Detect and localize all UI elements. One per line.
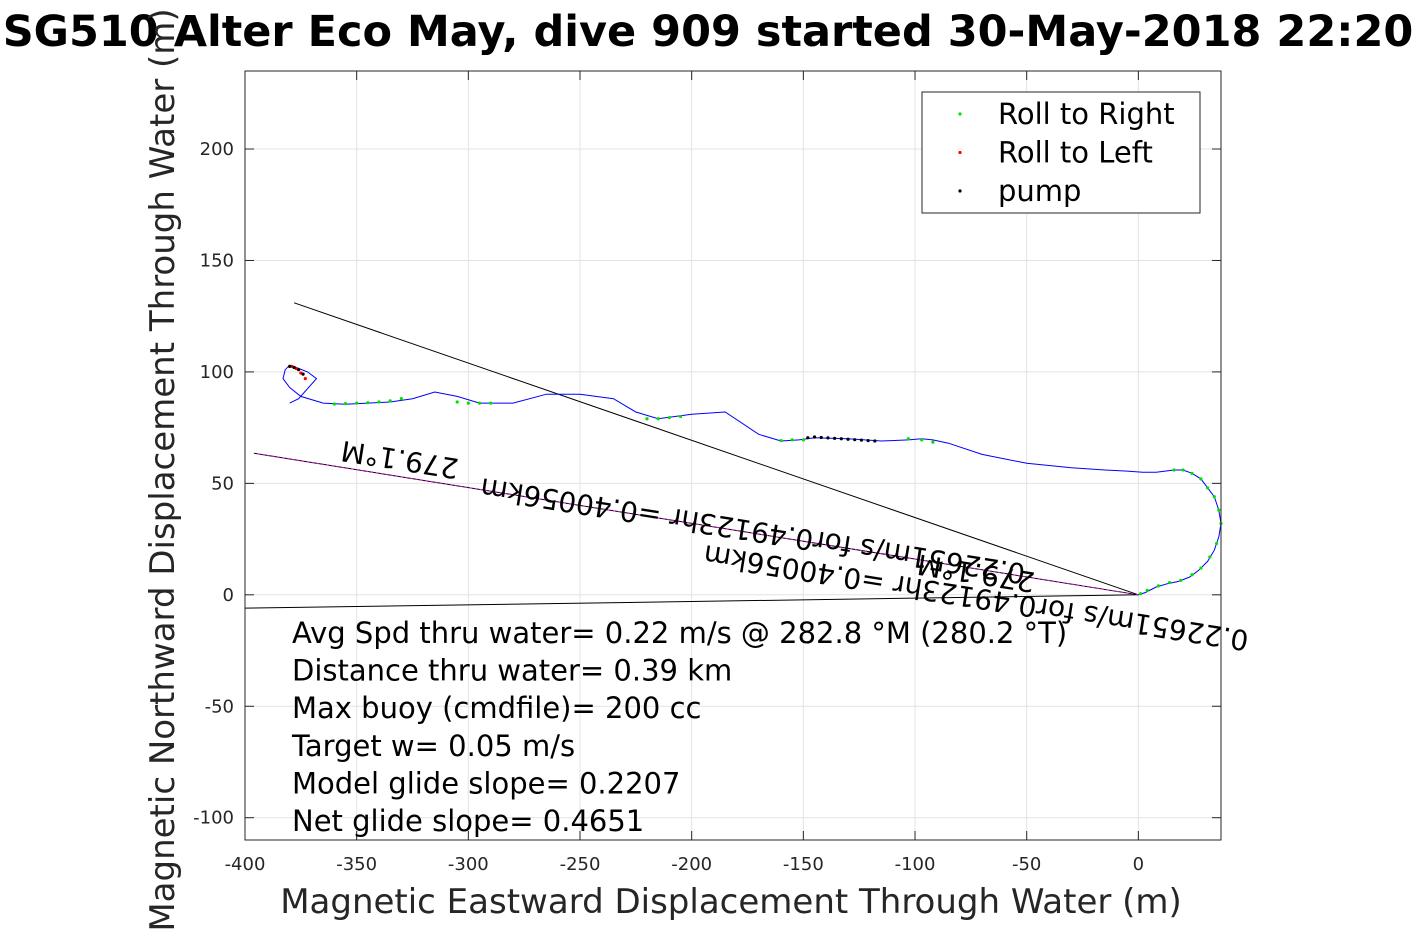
y-tick-label: -50	[205, 696, 234, 717]
roll-right-point	[1145, 588, 1149, 592]
roll-right-point	[399, 397, 403, 401]
roll-right-point	[489, 401, 493, 405]
pump-point	[301, 372, 305, 376]
roll-right-point	[1190, 471, 1194, 475]
x-tick-label: -100	[895, 854, 936, 875]
roll-right-point	[1199, 477, 1203, 481]
pump-point	[853, 438, 857, 442]
legend-marker	[958, 112, 962, 116]
plot-frame	[244, 70, 1222, 841]
axis-ticks: -400 -350 -300 -250 -200 -150 -100 -50 0 -100 -50 0…	[193, 71, 1221, 875]
y-tick-label: -100	[193, 808, 234, 829]
pump-point	[859, 438, 864, 442]
annotation-line: Model glide slope= 0.2207	[292, 766, 680, 800]
pump-point	[873, 439, 877, 443]
roll-right-point	[1138, 592, 1143, 596]
roll-right-point	[377, 400, 381, 404]
roll-right-point	[1205, 486, 1210, 490]
legend: Roll to Right Roll to Left pump	[921, 91, 1201, 214]
roll-right-point	[355, 401, 359, 405]
y-axis-label: Magnetic Northward Displacement Through …	[143, 8, 183, 931]
roll-right-point	[1181, 468, 1185, 472]
roll-right-point	[1168, 580, 1172, 585]
roll-right-point	[678, 414, 683, 419]
y-tick-label: 100	[200, 362, 234, 383]
pump-point	[812, 435, 817, 439]
y-tick-label: 50	[211, 473, 234, 494]
reference-lines	[244, 302, 1139, 609]
annotation-line: Net glide slope= 0.4651	[292, 804, 644, 838]
x-tick-label: -400	[225, 854, 266, 875]
x-tick-label: -50	[1012, 854, 1041, 875]
annotation-line: Distance thru water= 0.39 km	[292, 654, 732, 688]
roll-right-point	[477, 401, 482, 405]
y-tick-label: 200	[200, 139, 234, 160]
roll-right-point	[790, 438, 794, 442]
pump-point	[833, 436, 837, 440]
pump-point	[292, 365, 296, 370]
x-tick-label: -300	[448, 854, 489, 875]
pump-point	[819, 435, 823, 440]
pump-point	[839, 437, 843, 441]
reference-line	[244, 594, 1139, 609]
chart-title: SG510 Alter Eco May, dive 909 started 30…	[3, 7, 1414, 57]
reference-line	[253, 452, 1139, 596]
x-tick-label: -350	[336, 854, 377, 875]
legend-marker	[958, 150, 962, 155]
legend-marker	[958, 189, 962, 193]
roll-right-point	[366, 401, 370, 405]
legend-label: Roll to Left	[998, 136, 1153, 170]
roll-right-point	[931, 440, 935, 444]
roll-right-point	[1208, 555, 1212, 559]
pump-point	[826, 436, 830, 440]
roll-right-point	[920, 438, 924, 442]
roll-right-point	[1212, 495, 1216, 499]
legend-label: Roll to Right	[998, 97, 1175, 131]
roll-right-point	[779, 438, 783, 443]
roll-right-point	[466, 401, 470, 405]
roll-right-point	[1214, 541, 1219, 546]
roll-right-point	[388, 399, 392, 403]
roll-right-point	[1156, 584, 1161, 588]
annotation-line: Max buoy (cmdfile)= 200 cc	[292, 691, 701, 725]
pump-point	[288, 364, 292, 368]
roll-right-point	[1217, 508, 1221, 512]
legend-label: pump	[998, 174, 1081, 208]
pump-point	[806, 436, 810, 440]
y-tick-label: 150	[200, 250, 234, 271]
roll-right-point	[332, 402, 336, 406]
roll-right-point	[906, 437, 910, 441]
roll-right-point	[1199, 566, 1203, 570]
legend-box	[921, 91, 1201, 214]
roll-right-point	[667, 416, 671, 420]
y-tick-label: 0	[223, 585, 234, 606]
roll-right-point	[1179, 578, 1183, 582]
pump-point	[866, 438, 870, 443]
roll-right-point	[1190, 573, 1194, 577]
roll-right-point	[1172, 468, 1176, 472]
marker-points	[288, 364, 1223, 596]
roll-right-point	[645, 417, 649, 421]
x-tick-label: 0	[1133, 854, 1144, 875]
x-axis-label: Magnetic Eastward Displacement Through W…	[280, 882, 1182, 922]
reference-line	[293, 302, 1139, 596]
x-tick-label: -150	[783, 854, 824, 875]
roll-right-point	[455, 400, 459, 404]
pump-point	[846, 437, 850, 441]
roll-right-point	[343, 401, 348, 406]
x-tick-label: -200	[671, 854, 712, 875]
x-tick-label: -250	[560, 854, 601, 875]
annotation-line: Target w= 0.05 m/s	[291, 729, 575, 763]
roll-right-point	[656, 417, 660, 421]
roll-left-point	[303, 377, 307, 381]
annotation-block: Avg Spd thru water= 0.22 m/s @ 282.8 °M …	[291, 616, 1067, 838]
pump-point	[297, 368, 301, 372]
annotation-line: Avg Spd thru water= 0.22 m/s @ 282.8 °M …	[292, 616, 1067, 650]
roll-right-point	[801, 438, 805, 442]
